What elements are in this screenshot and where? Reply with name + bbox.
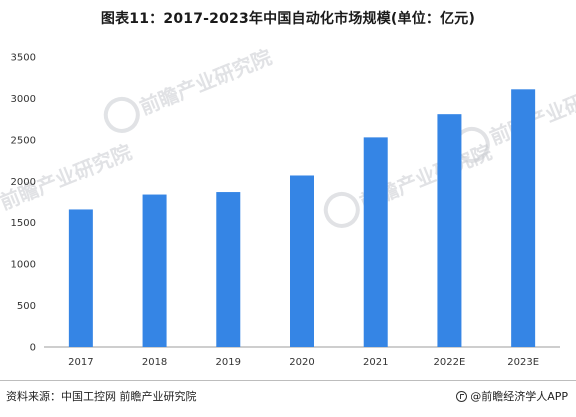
bars [68, 89, 536, 348]
y-tick-label: 500 [17, 301, 36, 312]
bar-2023E [511, 89, 536, 348]
bar-2021 [363, 137, 388, 347]
y-tick-label: 3000 [11, 94, 36, 105]
y-axis-tick-labels: 0 500 1000 1500 2000 2500 3000 3500 [11, 53, 36, 354]
bar-chart: 前瞻产业研究院前瞻产业研究院前瞻产业研究院前瞻产业研究院 0 500 1000 150… [0, 45, 576, 368]
source-note: 资料来源：中国工控网 前瞻产业研究院 [6, 390, 197, 403]
bar-2019 [216, 192, 241, 347]
x-tick-label: 2022E [434, 357, 466, 368]
qianzhan-logo-icon [456, 390, 468, 402]
bar-2018 [142, 194, 167, 347]
x-tick-label: 2017 [68, 357, 93, 368]
brand-text: @前瞻经济学人APP [470, 390, 568, 403]
bar-2017 [68, 209, 93, 347]
chart-title: 图表11：2017-2023年中国自动化市场规模(单位：亿元) [100, 11, 476, 27]
watermark-layer: 前瞻产业研究院前瞻产业研究院前瞻产业研究院前瞻产业研究院 [0, 45, 576, 228]
footer-divider [0, 380, 576, 381]
watermark: 前瞻产业研究院 [103, 45, 275, 133]
x-tick-label: 2021 [363, 357, 388, 368]
y-tick-label: 1500 [11, 218, 36, 229]
x-tick-label: 2019 [216, 357, 241, 368]
y-tick-label: 3500 [11, 53, 36, 64]
y-tick-label: 2000 [11, 177, 36, 188]
x-axis-tick-labels: 2017 2018 2019 2020 2021 2022E 2023E [68, 357, 539, 368]
watermark-text: 前瞻产业研究院 [136, 45, 275, 120]
bar-2020 [290, 175, 314, 347]
y-tick-label: 2500 [11, 135, 36, 146]
x-tick-label: 2023E [507, 357, 539, 368]
brand-credit: @前瞻经济学人APP [456, 388, 568, 404]
watermark: 前瞻产业研究院 [323, 140, 495, 228]
x-tick-label: 2020 [289, 357, 314, 368]
bar-2022E [437, 114, 462, 348]
y-tick-label: 0 [30, 343, 36, 354]
x-tick-label: 2018 [142, 357, 167, 368]
y-tick-label: 1000 [11, 260, 36, 271]
